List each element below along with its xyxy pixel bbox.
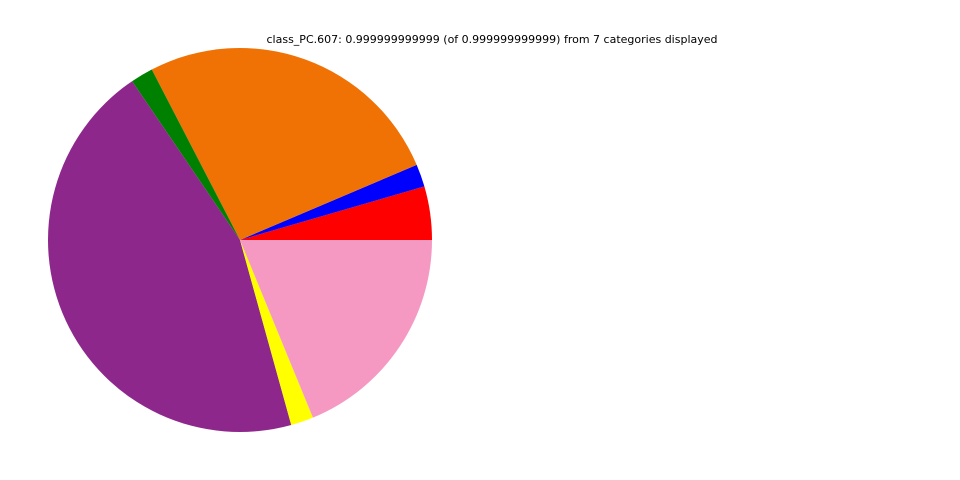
- pie-slice-2: [240, 164, 425, 240]
- chart-title: class_PC.607: 0.999999999999 (of 0.99999…: [266, 33, 718, 46]
- pie-slice-3: [151, 47, 417, 240]
- pie-slice-7: [240, 240, 432, 418]
- pie-slice-1: [240, 186, 432, 240]
- pie-slice-4: [132, 69, 240, 240]
- pie-slice-6: [240, 240, 313, 426]
- pie-slice-5: [48, 81, 292, 432]
- pie-slices: [48, 47, 432, 432]
